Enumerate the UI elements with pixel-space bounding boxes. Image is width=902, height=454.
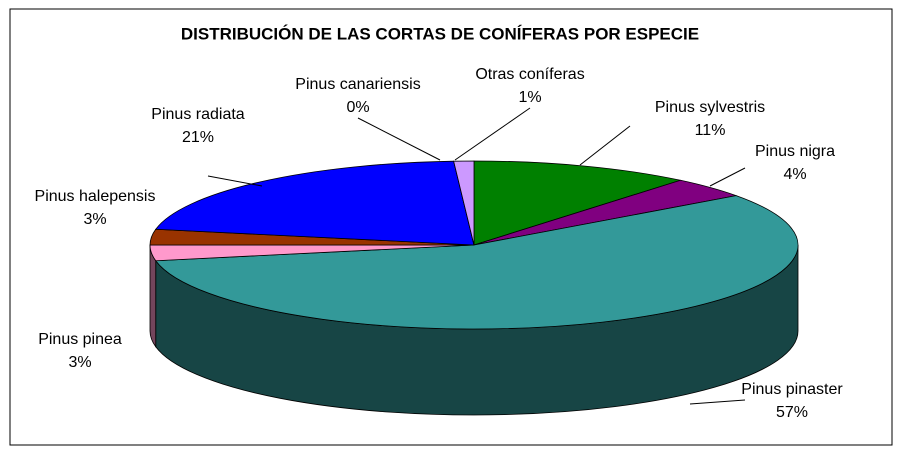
slice-value-label: 0% bbox=[346, 99, 369, 116]
leader-line bbox=[689, 399, 746, 405]
leader-line bbox=[207, 175, 263, 187]
slice-side bbox=[149, 244, 157, 348]
leader-line bbox=[454, 107, 531, 161]
slice-value-label: 3% bbox=[68, 354, 91, 371]
slice-label: Pinus pinea bbox=[38, 331, 122, 348]
chart-title: DISTRIBUCIÓN DE LAS CORTAS DE CONÍFERAS … bbox=[181, 24, 699, 43]
slice-value-label: 3% bbox=[83, 211, 106, 228]
slice-value-label: 1% bbox=[518, 89, 541, 106]
slice bbox=[473, 160, 683, 246]
leader-line bbox=[579, 125, 631, 166]
slice-label: Pinus nigra bbox=[755, 143, 835, 160]
slice-label: Pinus halepensis bbox=[35, 188, 156, 205]
slice-label: Pinus radiata bbox=[151, 106, 244, 123]
slice-value-label: 57% bbox=[776, 404, 808, 421]
pie bbox=[149, 160, 799, 416]
slice-label: Pinus canariensis bbox=[295, 76, 420, 93]
slice bbox=[453, 160, 475, 246]
slice-value-label: 11% bbox=[695, 122, 726, 139]
slice bbox=[154, 195, 799, 330]
slice-label: Pinus pinaster bbox=[741, 381, 843, 398]
leader-line bbox=[357, 117, 441, 161]
slice bbox=[154, 160, 475, 246]
slice-label: Pinus sylvestris bbox=[655, 99, 765, 116]
leader-line bbox=[709, 167, 746, 187]
slice-label: Otras coníferas bbox=[475, 66, 584, 83]
slice-value-label: 4% bbox=[783, 166, 806, 183]
slice-value-label: 21% bbox=[182, 129, 214, 146]
